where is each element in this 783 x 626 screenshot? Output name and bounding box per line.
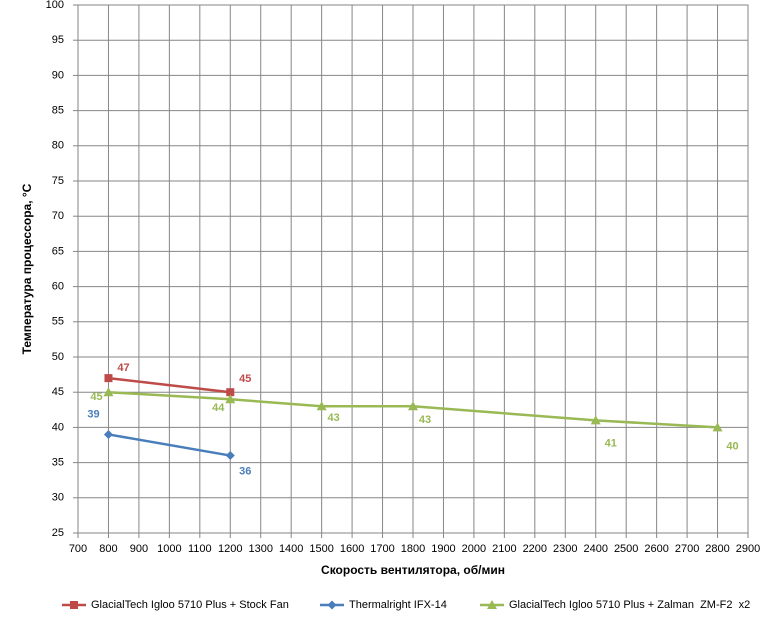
x-tick-label: 900 (130, 543, 148, 555)
legend-label: Thermalright IFX-14 (349, 599, 447, 611)
x-tick-label: 2700 (675, 543, 699, 555)
x-tick-label: 700 (69, 543, 87, 555)
data-label: 43 (419, 414, 431, 426)
y-tick-label: 35 (52, 457, 64, 469)
marker (225, 451, 235, 461)
marker (408, 401, 418, 411)
data-label: 36 (239, 465, 251, 477)
series-line (108, 390, 718, 429)
x-tick-label: 2600 (644, 543, 668, 555)
x-tick-label: 1600 (340, 543, 364, 555)
y-tick-label: 65 (52, 245, 64, 257)
x-tick-label: 1000 (157, 543, 181, 555)
y-tick-label: 90 (52, 69, 64, 81)
x-tick-label: 1100 (188, 543, 212, 555)
marker (316, 401, 327, 411)
marker (70, 601, 78, 609)
data-label: 41 (605, 437, 617, 449)
x-tick-label: 1700 (370, 543, 394, 555)
marker (712, 422, 723, 432)
x-tick-label: 2400 (583, 543, 607, 555)
marker (327, 600, 337, 610)
x-tick-label: 1900 (431, 543, 455, 555)
y-tick-label: 30 (52, 492, 64, 504)
data-label: 40 (726, 440, 738, 452)
y-tick-label: 80 (52, 140, 64, 152)
y-tick-label: 75 (52, 175, 64, 187)
y-tick-label: 50 (52, 351, 64, 363)
marker (225, 394, 236, 404)
x-tick-label: 800 (99, 543, 117, 555)
x-tick-label: 2300 (553, 543, 577, 555)
legend-label: GlacialTech Igloo 5710 Plus + Zalman ZM-… (509, 599, 750, 611)
marker (487, 600, 497, 609)
x-tick-label: 2100 (492, 543, 516, 555)
y-tick-label: 55 (52, 316, 64, 328)
y-tick-label: 25 (52, 527, 64, 539)
x-tick-label: 1400 (279, 543, 303, 555)
data-label: 43 (328, 412, 340, 424)
marker (590, 415, 601, 425)
series-line (108, 376, 231, 394)
x-tick-label: 2800 (705, 543, 729, 555)
y-tick-label: 85 (52, 105, 64, 117)
marker (103, 387, 114, 397)
y-tick-label: 70 (52, 210, 64, 222)
legend-label: GlacialTech Igloo 5710 Plus + Stock Fan (91, 599, 289, 611)
marker (226, 388, 235, 397)
marker (104, 374, 113, 383)
y-axis-title: Температура процессора, °C (20, 183, 34, 354)
x-tick-label: 1800 (401, 543, 425, 555)
x-tick-label: 1300 (248, 543, 272, 555)
x-tick-label: 2500 (614, 543, 638, 555)
data-label: 44 (212, 402, 225, 414)
data-label: 39 (87, 408, 99, 420)
marker (103, 429, 113, 439)
x-axis-title: Скорость вентилятора, об/мин (321, 563, 505, 577)
x-tick-label: 2000 (462, 543, 486, 555)
x-tick-label: 1200 (218, 543, 242, 555)
data-label: 47 (117, 362, 129, 374)
y-tick-label: 40 (52, 421, 64, 433)
x-tick-label: 1500 (309, 543, 333, 555)
data-label: 45 (239, 373, 251, 385)
y-tick-label: 100 (46, 0, 64, 11)
series-line (108, 433, 231, 457)
y-tick-label: 45 (52, 386, 64, 398)
x-tick-label: 2900 (736, 543, 760, 555)
plot-frame (77, 4, 749, 534)
y-tick-label: 95 (52, 34, 64, 46)
y-tick-label: 60 (52, 281, 64, 293)
x-tick-label: 2200 (523, 543, 547, 555)
data-label: 45 (90, 391, 102, 403)
